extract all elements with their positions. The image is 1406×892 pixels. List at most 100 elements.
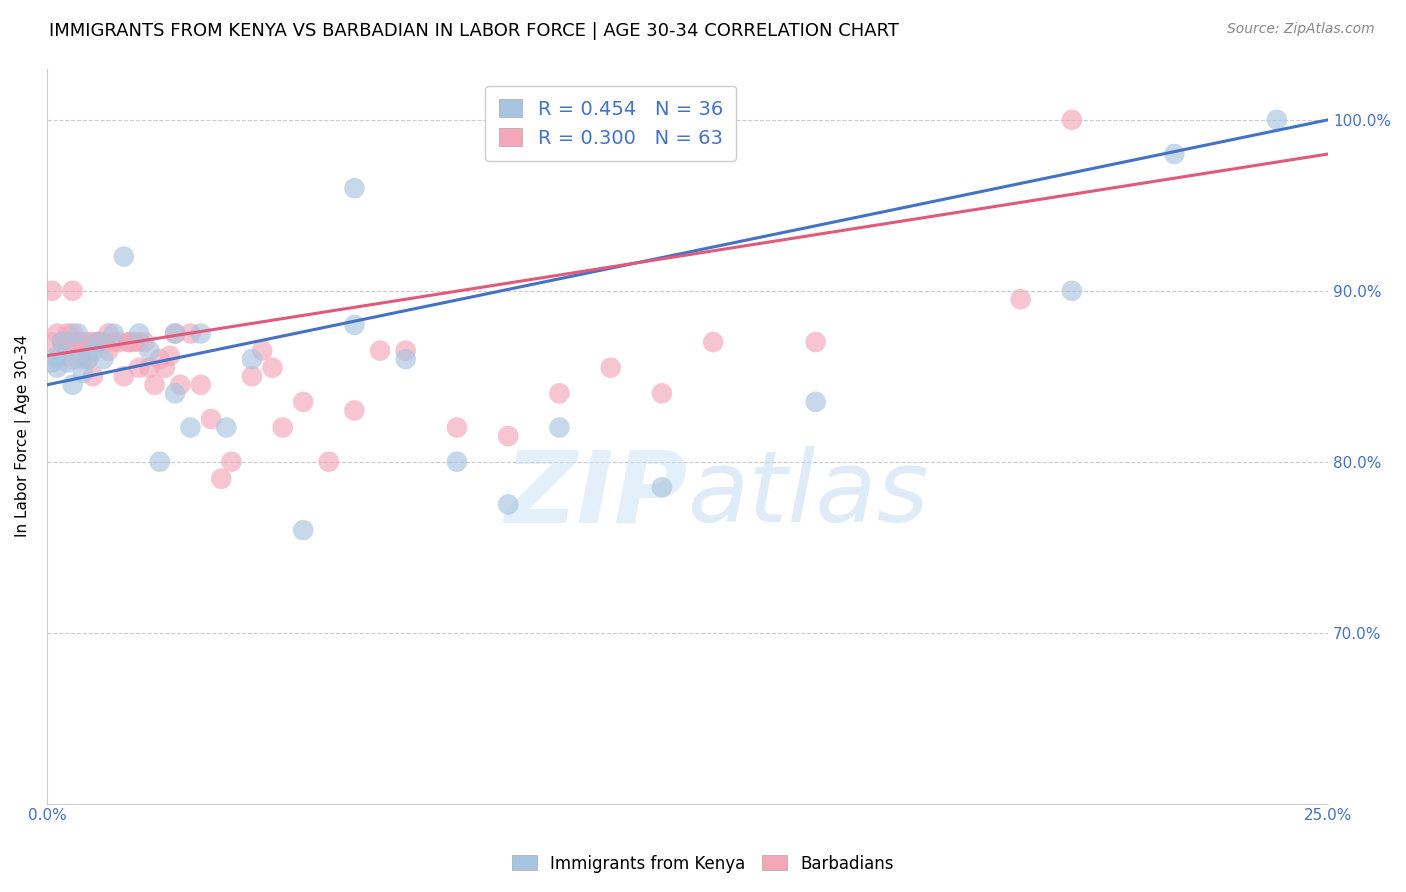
Legend: Immigrants from Kenya, Barbadians: Immigrants from Kenya, Barbadians [505,848,901,880]
Point [118,334,141,349]
Point [143,377,166,392]
Point [107,334,129,349]
Point [343,403,366,417]
Point [548,386,571,401]
Point [66,334,89,349]
Point [87,334,110,349]
Point [1265,112,1288,127]
Point [250,343,273,358]
Point [138,343,160,358]
Point [128,360,150,375]
Point [46,360,69,375]
Point [93,352,115,367]
Point [190,377,212,392]
Point [165,326,187,341]
Point [62,377,84,392]
Point [66,334,89,349]
Point [97,343,120,358]
Point [103,334,125,349]
Point [77,352,100,367]
Point [66,326,89,341]
Point [56,355,79,369]
Point [97,326,120,341]
Point [122,334,145,349]
Point [1163,147,1185,161]
Point [41,284,63,298]
Point [292,395,315,409]
Point [318,455,340,469]
Point [221,455,243,469]
Point [190,326,212,341]
Point [1060,112,1083,127]
Point [77,352,100,367]
Point [271,420,294,434]
Point [51,334,73,349]
Point [51,334,73,349]
Point [240,352,263,367]
Point [200,412,222,426]
Point [41,355,63,369]
Point [138,360,160,375]
Point [804,334,827,349]
Legend: R = 0.454   N = 36, R = 0.300   N = 63: R = 0.454 N = 36, R = 0.300 N = 63 [485,86,737,161]
Point [702,334,724,349]
Point [496,498,519,512]
Point [153,360,176,375]
Point [128,334,150,349]
Point [496,429,519,443]
Point [128,326,150,341]
Point [82,334,104,349]
Point [62,352,84,367]
Point [368,343,391,358]
Point [343,318,366,332]
Point [87,334,110,349]
Point [179,420,201,434]
Text: Source: ZipAtlas.com: Source: ZipAtlas.com [1227,22,1375,37]
Point [165,386,187,401]
Point [240,369,263,384]
Point [118,334,141,349]
Point [395,352,418,367]
Point [72,366,94,380]
Text: IMMIGRANTS FROM KENYA VS BARBADIAN IN LABOR FORCE | AGE 30-34 CORRELATION CHART: IMMIGRANTS FROM KENYA VS BARBADIAN IN LA… [49,22,900,40]
Point [62,284,84,298]
Point [149,455,172,469]
Point [343,181,366,195]
Point [103,326,125,341]
Point [77,334,100,349]
Point [215,420,238,434]
Point [179,326,201,341]
Point [46,352,69,367]
Y-axis label: In Labor Force | Age 30-34: In Labor Force | Age 30-34 [15,334,31,537]
Point [804,395,827,409]
Point [82,343,104,358]
Point [209,472,232,486]
Text: atlas: atlas [688,446,929,543]
Point [134,334,156,349]
Point [56,326,79,341]
Point [599,360,621,375]
Point [62,326,84,341]
Point [548,420,571,434]
Point [93,334,115,349]
Point [46,326,69,341]
Point [165,326,187,341]
Point [66,352,89,367]
Point [112,250,135,264]
Point [41,334,63,349]
Point [1060,284,1083,298]
Point [446,420,468,434]
Point [72,334,94,349]
Point [56,334,79,349]
Point [159,349,181,363]
Point [46,349,69,363]
Point [72,352,94,367]
Point [112,369,135,384]
Point [651,480,673,494]
Point [395,343,418,358]
Point [446,455,468,469]
Point [169,377,191,392]
Point [82,369,104,384]
Point [262,360,284,375]
Point [651,386,673,401]
